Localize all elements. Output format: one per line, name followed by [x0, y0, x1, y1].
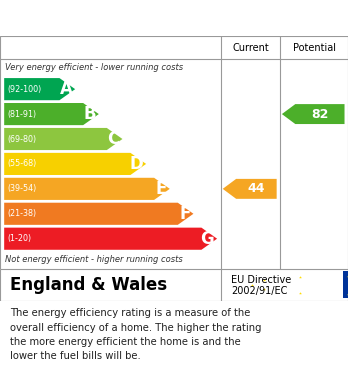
Polygon shape [4, 153, 146, 175]
Text: Very energy efficient - lower running costs: Very energy efficient - lower running co… [5, 63, 183, 72]
Text: (69-80): (69-80) [8, 135, 37, 143]
Text: F: F [179, 205, 191, 223]
Text: 44: 44 [248, 182, 265, 196]
Text: Current: Current [232, 43, 269, 53]
Text: 82: 82 [311, 108, 329, 120]
Text: (39-54): (39-54) [8, 184, 37, 194]
Polygon shape [282, 104, 345, 124]
Text: (92-100): (92-100) [8, 84, 42, 94]
Text: England & Wales: England & Wales [10, 276, 168, 294]
Polygon shape [4, 128, 122, 150]
Text: D: D [129, 155, 143, 173]
Text: G: G [200, 230, 214, 248]
Text: (1-20): (1-20) [8, 234, 32, 243]
Polygon shape [4, 178, 170, 200]
Polygon shape [4, 203, 193, 225]
Text: E: E [156, 180, 167, 198]
Text: Not energy efficient - higher running costs: Not energy efficient - higher running co… [5, 255, 183, 264]
Text: B: B [84, 105, 96, 123]
Bar [343, 271, 348, 298]
Polygon shape [223, 179, 277, 199]
Text: (21-38): (21-38) [8, 209, 37, 218]
Text: The energy efficiency rating is a measure of the
overall efficiency of a home. T: The energy efficiency rating is a measur… [10, 308, 262, 361]
Text: C: C [108, 130, 120, 148]
Polygon shape [4, 228, 217, 250]
Polygon shape [4, 78, 75, 100]
Text: (55-68): (55-68) [8, 160, 37, 169]
Text: A: A [60, 80, 72, 98]
Polygon shape [4, 103, 99, 125]
Text: EU Directive: EU Directive [231, 275, 292, 285]
Text: Energy Efficiency Rating: Energy Efficiency Rating [10, 11, 232, 25]
Text: Potential: Potential [293, 43, 335, 53]
Text: (81-91): (81-91) [8, 109, 37, 118]
Text: 2002/91/EC: 2002/91/EC [231, 286, 288, 296]
